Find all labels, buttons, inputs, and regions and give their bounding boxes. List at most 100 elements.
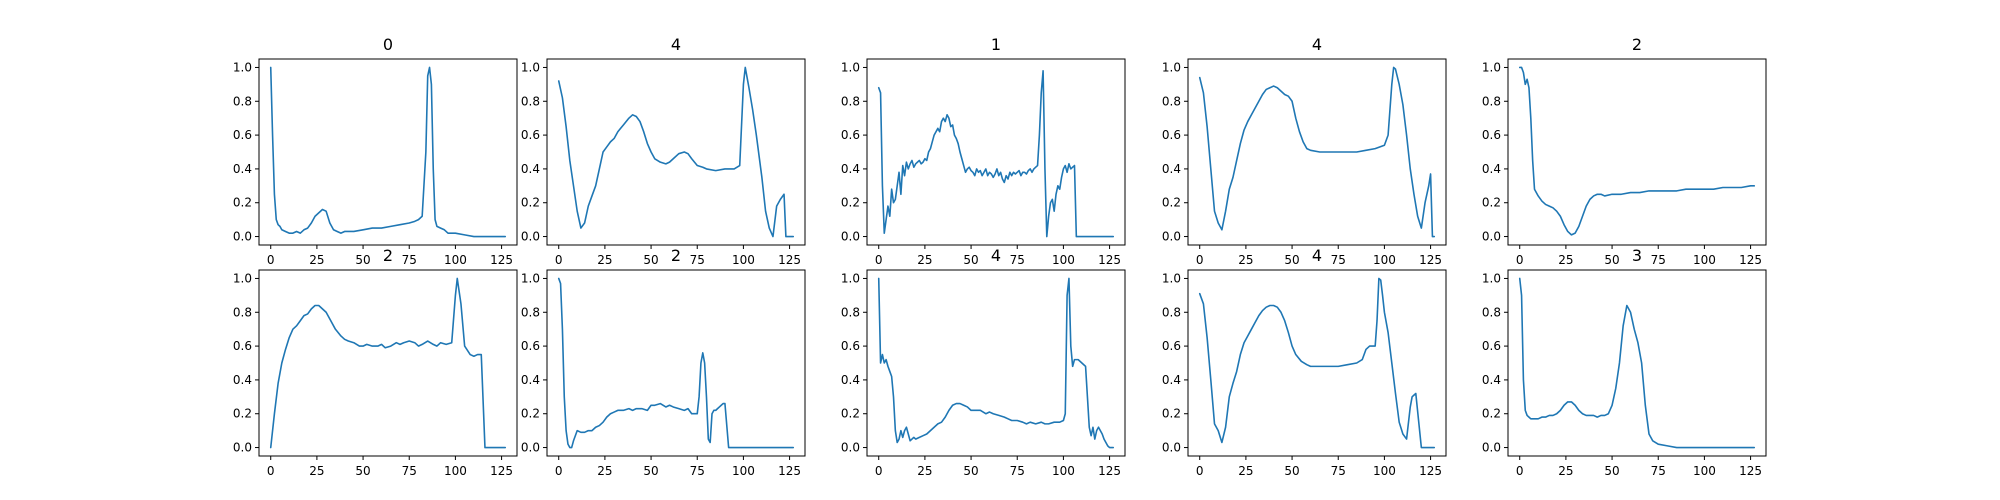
x-tick-label: 25 [917,253,932,267]
subplot-title: 4 [1312,35,1322,54]
axes-frame [866,269,1126,457]
x-tick-label: 50 [643,253,658,267]
series-line [877,70,1115,238]
x-tick-label: 25 [309,464,324,478]
y-tick-label: 0.8 [233,94,252,108]
axes-frame [1507,58,1767,246]
series-line [557,277,795,449]
y-tick-label: 0.6 [1162,339,1181,353]
y-tick-label: 1.0 [1482,60,1501,74]
y-tick-label: 0.4 [1162,162,1181,176]
x-tick-label: 75 [1010,253,1025,267]
y-tick-label: 0.6 [233,339,252,353]
y-tick-label: 0.8 [1162,94,1181,108]
y-tick-label: 0.2 [1162,196,1181,210]
series-line [1518,66,1756,236]
axes-frame [258,58,518,246]
y-tick-label: 0.4 [841,373,860,387]
y-tick-label: 0.2 [1482,196,1501,210]
x-tick-label: 125 [1739,253,1762,267]
y-tick-label: 0.8 [1482,305,1501,319]
x-tick-label: 125 [490,253,513,267]
x-tick-label: 75 [1651,464,1666,478]
x-tick-label: 75 [1651,253,1666,267]
series-line [1198,277,1436,449]
y-tick-label: 0.8 [841,305,860,319]
subplot-6: 2 0 25 50 75 100 125 0.0 0.2 0.4 0.6 0.8 1.0 [521,246,806,478]
x-tick-label: 50 [643,464,658,478]
x-tick-label: 50 [1604,253,1619,267]
axes-frame [1187,58,1447,246]
subplot-title: 3 [1632,246,1642,265]
y-tick-label: 0.6 [521,339,540,353]
x-tick-label: 0 [267,253,275,267]
subplot-title: 2 [671,246,681,265]
subplot-9: 3 0 25 50 75 100 125 0.0 0.2 0.4 0.6 0.8 1.0 [1482,246,1767,478]
x-tick-label: 75 [1331,253,1346,267]
y-tick-label: 0.0 [521,230,540,244]
y-tick-label: 0.6 [1482,128,1501,142]
x-tick-label: 100 [444,464,467,478]
x-tick-label: 0 [1516,253,1524,267]
y-tick-label: 0.0 [233,441,252,455]
subplot-title: 0 [383,35,393,54]
y-tick-label: 1.0 [521,60,540,74]
axes-frame [866,58,1126,246]
y-tick-label: 0.8 [1162,305,1181,319]
x-tick-label: 75 [690,253,705,267]
y-tick-label: 1.0 [233,60,252,74]
y-tick-label: 0.2 [841,407,860,421]
x-tick-label: 25 [917,464,932,478]
y-tick-label: 0.4 [1162,373,1181,387]
x-tick-label: 0 [1196,464,1204,478]
y-tick-label: 0.0 [1162,230,1181,244]
y-tick-label: 0.6 [841,339,860,353]
subplot-title: 4 [1312,246,1322,265]
series-line [557,66,795,238]
x-tick-label: 50 [963,464,978,478]
y-tick-label: 0.2 [1482,407,1501,421]
series-line [269,277,507,449]
y-tick-label: 0.2 [521,407,540,421]
y-tick-label: 0.4 [521,373,540,387]
y-tick-label: 0.6 [1162,128,1181,142]
axes-frame [1507,269,1767,457]
x-tick-label: 50 [1284,464,1299,478]
subplot-title: 4 [991,246,1001,265]
x-tick-label: 75 [1010,464,1025,478]
x-tick-label: 25 [309,253,324,267]
x-tick-label: 50 [1604,464,1619,478]
y-tick-label: 0.6 [1482,339,1501,353]
x-tick-label: 0 [1516,464,1524,478]
x-tick-label: 50 [1284,253,1299,267]
subplot-1: 4 0 25 50 75 100 125 0.0 0.2 0.4 0.6 0.8 1.0 [521,35,806,267]
series-line [1518,277,1756,449]
y-tick-label: 0.0 [233,230,252,244]
subplot-title: 2 [383,246,393,265]
x-tick-label: 100 [1052,253,1075,267]
subplot-2: 1 0 25 50 75 100 125 0.0 0.2 0.4 0.6 0.8 1.0 [841,35,1126,267]
x-tick-label: 0 [875,464,883,478]
y-tick-label: 0.8 [1482,94,1501,108]
subplot-title: 1 [991,35,1001,54]
x-tick-label: 125 [778,464,801,478]
x-tick-label: 25 [1238,464,1253,478]
y-tick-label: 0.8 [841,94,860,108]
y-tick-label: 0.4 [841,162,860,176]
subplot-title: 4 [671,35,681,54]
x-tick-label: 0 [267,464,275,478]
x-tick-label: 100 [1373,253,1396,267]
subplot-8: 4 0 25 50 75 100 125 0.0 0.2 0.4 0.6 0.8 1.0 [1162,246,1447,478]
subplot-4: 2 0 25 50 75 100 125 0.0 0.2 0.4 0.6 0.8 1.0 [1482,35,1767,267]
x-tick-label: 100 [1693,253,1716,267]
y-tick-label: 0.4 [1482,162,1501,176]
x-tick-label: 0 [555,253,563,267]
x-tick-label: 100 [444,253,467,267]
y-tick-label: 0.0 [841,230,860,244]
x-tick-label: 100 [1373,464,1396,478]
y-tick-label: 0.0 [841,441,860,455]
y-tick-label: 0.8 [521,305,540,319]
y-tick-label: 0.0 [1162,441,1181,455]
x-tick-label: 125 [1419,253,1442,267]
x-tick-label: 75 [402,464,417,478]
